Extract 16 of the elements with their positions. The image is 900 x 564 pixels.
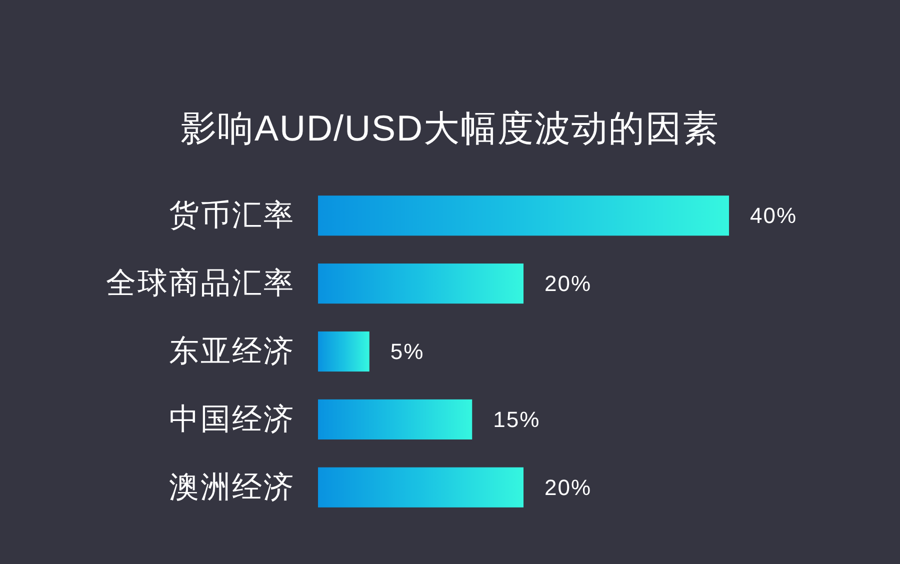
- data-label: 20%: [544, 474, 592, 500]
- data-label: 5%: [390, 339, 424, 364]
- chart-title: 影响AUD/USD大幅度波动的因素: [180, 108, 720, 148]
- bar: [318, 331, 370, 372]
- data-label: 20%: [544, 271, 592, 296]
- bar: [318, 264, 524, 304]
- y-tick-label: 中国经济: [169, 402, 295, 436]
- y-tick-label: 货币汇率: [169, 199, 295, 232]
- y-tick-label: 全球商品汇率: [106, 267, 295, 300]
- y-tick-label: 澳洲经济: [169, 470, 295, 504]
- bar: [318, 467, 524, 508]
- bar: [318, 196, 729, 236]
- bar: [318, 399, 472, 440]
- data-label: 40%: [750, 203, 798, 228]
- y-tick-label: 东亚经济: [169, 335, 295, 368]
- data-label: 15%: [493, 406, 540, 432]
